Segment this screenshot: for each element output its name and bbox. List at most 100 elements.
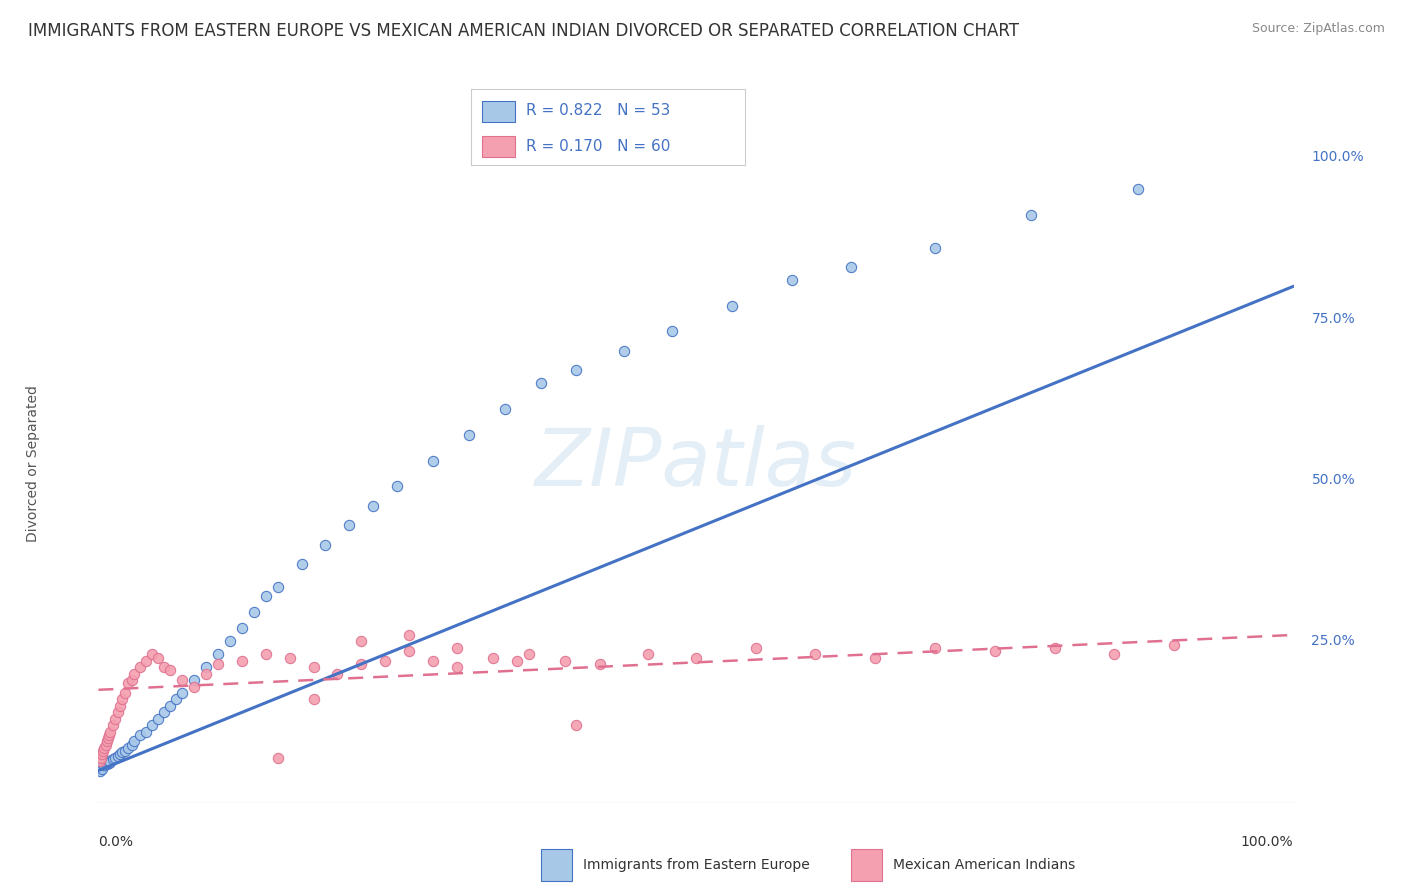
Point [267, 580, 290, 594]
Point [91, 757, 114, 772]
Point [159, 698, 181, 713]
Point [219, 634, 242, 648]
Text: 0.0%: 0.0% [98, 835, 134, 849]
Point [148, 712, 170, 726]
Point [183, 680, 205, 694]
Point [98, 728, 121, 742]
Point [117, 676, 139, 690]
Point [91, 747, 114, 762]
Point [153, 706, 176, 720]
Text: Divorced or Separated: Divorced or Separated [25, 385, 39, 542]
Point [107, 749, 129, 764]
Point [207, 657, 229, 671]
Point [565, 718, 588, 732]
Bar [482, 136, 515, 158]
Point [720, 299, 742, 313]
Point [94, 738, 117, 752]
Point [506, 654, 529, 668]
Point [350, 634, 373, 648]
Point [91, 762, 114, 776]
Point [302, 692, 325, 706]
Point [124, 666, 146, 681]
Point [98, 756, 121, 771]
Point [1128, 182, 1150, 196]
Point [924, 640, 946, 655]
Point [207, 648, 229, 662]
Point [135, 654, 157, 668]
Point [780, 273, 803, 287]
Point [117, 740, 139, 755]
Point [374, 654, 396, 668]
Point [104, 750, 127, 764]
Point [93, 740, 115, 755]
Point [98, 724, 122, 739]
Point [398, 628, 420, 642]
Point [194, 660, 217, 674]
Point [863, 650, 886, 665]
Point [98, 755, 122, 769]
Point [804, 648, 827, 662]
Point [114, 686, 136, 700]
Point [111, 746, 134, 760]
Point [96, 734, 118, 748]
Point [315, 537, 337, 551]
Text: ZIPatlas: ZIPatlas [534, 425, 858, 503]
Point [457, 427, 479, 442]
Point [94, 756, 117, 770]
Point [91, 744, 114, 758]
Point [148, 650, 170, 665]
Point [90, 760, 112, 774]
Point [101, 752, 124, 766]
Point [422, 453, 444, 467]
Point [89, 754, 111, 768]
Text: 75.0%: 75.0% [1312, 311, 1355, 326]
Text: 50.0%: 50.0% [1312, 473, 1355, 487]
Point [114, 744, 136, 758]
Text: Immigrants from Eastern Europe: Immigrants from Eastern Europe [583, 858, 810, 872]
Text: IMMIGRANTS FROM EASTERN EUROPE VS MEXICAN AMERICAN INDIAN DIVORCED OR SEPARATED : IMMIGRANTS FROM EASTERN EUROPE VS MEXICA… [28, 22, 1019, 40]
Point [111, 692, 134, 706]
Point [93, 758, 115, 772]
Point [129, 728, 152, 742]
Point [108, 747, 131, 762]
Point [363, 499, 385, 513]
Point [1163, 638, 1185, 652]
Point [97, 754, 120, 768]
Point [101, 718, 124, 732]
Point [129, 660, 152, 674]
Point [141, 648, 163, 662]
Point [172, 673, 194, 687]
Point [554, 654, 576, 668]
Point [661, 325, 683, 339]
Point [302, 660, 325, 674]
Point [97, 731, 120, 746]
Point [159, 664, 181, 678]
Point [108, 698, 131, 713]
Text: 25.0%: 25.0% [1312, 634, 1355, 648]
Point [267, 750, 290, 764]
Point [90, 750, 112, 764]
Point [350, 657, 373, 671]
Point [839, 260, 862, 274]
Point [398, 644, 420, 658]
Point [153, 660, 176, 674]
Point [141, 718, 163, 732]
Point [104, 712, 127, 726]
Text: Mexican American Indians: Mexican American Indians [893, 858, 1076, 872]
Bar [482, 101, 515, 122]
Point [529, 376, 551, 391]
Point [121, 673, 143, 687]
Text: R = 0.822   N = 53: R = 0.822 N = 53 [526, 103, 671, 118]
Point [96, 757, 118, 772]
Point [278, 650, 301, 665]
Text: 100.0%: 100.0% [1241, 835, 1294, 849]
Point [337, 518, 360, 533]
Point [924, 241, 946, 255]
Point [1019, 208, 1042, 222]
Point [107, 706, 129, 720]
Point [194, 666, 217, 681]
Point [183, 673, 205, 687]
Point [446, 660, 468, 674]
Point [565, 363, 588, 377]
Point [983, 644, 1005, 658]
